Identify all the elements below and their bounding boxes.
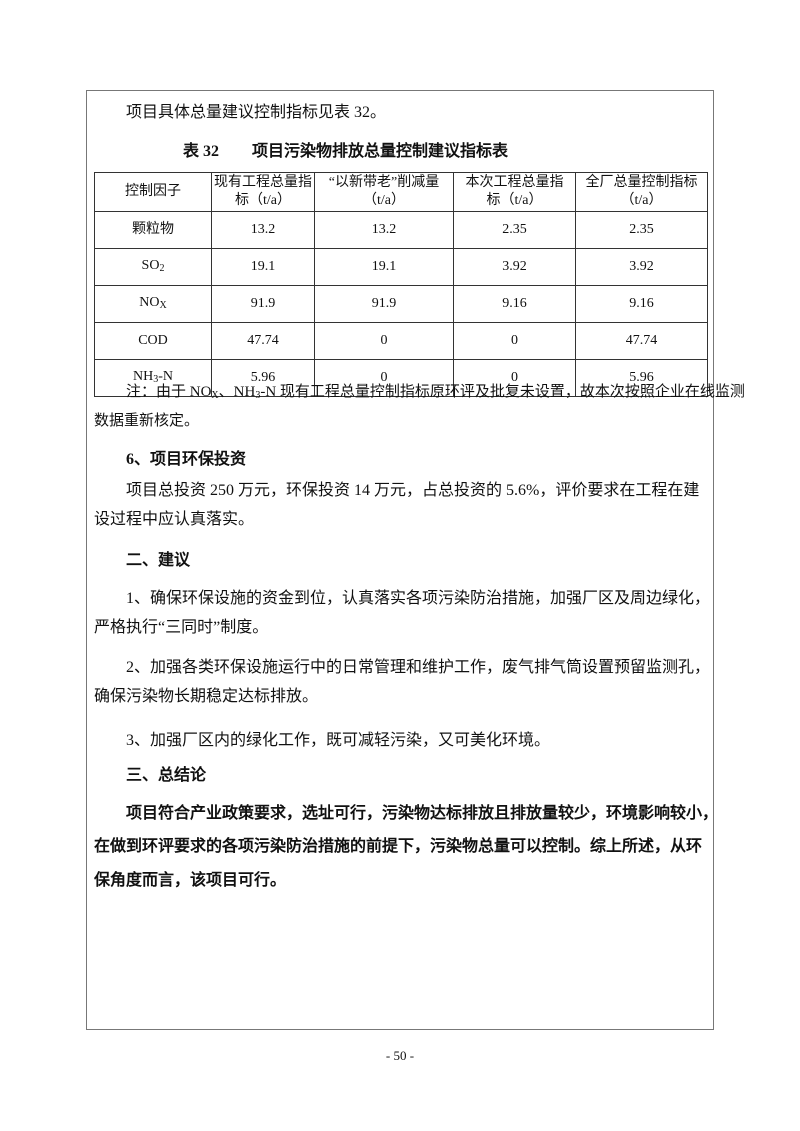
suggestion-1-cont: 严格执行“三同时”制度。: [94, 619, 269, 636]
factor-name: NH: [132, 368, 154, 384]
suggestion-2: 2、加强各类环保设施运行中的日常管理和维护工作，废气排气筒设置预留监测孔，: [126, 659, 711, 676]
factor-name: NO: [139, 294, 160, 310]
value-cell: 47.74: [211, 322, 315, 360]
note-part: 、NH: [218, 384, 256, 400]
header-line: 现有工程总量指: [214, 175, 312, 190]
note-part: -N 现有工程总量控制指标原环评及批复未设置，故本次按照企业在线监测: [260, 384, 745, 400]
table-row: 颗粒物 13.2 13.2 2.35 2.35: [94, 211, 708, 249]
header-line: “以新带老”削减量: [328, 175, 440, 190]
section-6-heading: 6、项目环保投资: [126, 451, 247, 468]
section-conclusion-heading: 三、总结论: [126, 767, 207, 784]
factor-cell: 颗粒物: [94, 211, 212, 249]
table-number: 表 32: [183, 143, 220, 160]
factor-name: SO: [141, 257, 160, 273]
page-number: - 50 -: [385, 1048, 415, 1063]
value-cell: 19.1: [211, 248, 315, 286]
value-cell: 91.9: [211, 285, 315, 323]
note-sub: X: [211, 390, 219, 401]
suggestion-1: 1、确保环保设施的资金到位，认真落实各项污染防治措施，加强厂区及周边绿化，: [126, 590, 711, 607]
value-cell: 13.2: [314, 211, 454, 249]
table-row: NH3-N 5.96 0 0 5.96: [94, 359, 708, 397]
table-header-cell: 现有工程总量指 标（t/a）: [211, 172, 315, 212]
intro-text: 项目具体总量建议控制指标见表 32。: [126, 104, 387, 121]
value-cell: 5.96: [211, 359, 315, 397]
table-title: 项目污染物排放总量控制建议指标表: [252, 143, 509, 160]
header-line: （t/a）: [363, 193, 405, 208]
suggestion-3: 3、加强厂区内的绿化工作，既可减轻污染，又可美化环境。: [126, 732, 551, 749]
note-sub: 3: [255, 390, 261, 401]
factor-cell: COD: [94, 322, 212, 360]
factor-suffix: -N: [158, 368, 173, 384]
table-note-line2: 数据重新核定。: [94, 413, 200, 429]
table-row: NOX 91.9 91.9 9.16 9.16: [94, 285, 708, 323]
value-cell: 3.92: [575, 248, 708, 286]
section-suggestions-heading: 二、建议: [126, 552, 191, 569]
table-header-cell: 控制因子: [94, 172, 212, 212]
suggestion-2-cont: 确保污染物长期稳定达标排放。: [94, 688, 319, 705]
conclusion-text: 项目符合产业政策要求，选址可行，污染物达标排放且排放量较少，环境影响较小，: [126, 805, 719, 822]
header-line: 标（t/a）: [486, 193, 543, 208]
value-cell: 0: [453, 359, 576, 397]
value-cell: 2.35: [575, 211, 708, 249]
value-cell: 2.35: [453, 211, 576, 249]
value-cell: 91.9: [314, 285, 454, 323]
header-line: 全厂总量控制指标: [585, 175, 698, 190]
header-line: （t/a）: [620, 193, 663, 208]
value-cell: 0: [314, 359, 454, 397]
factor-name: COD: [138, 333, 168, 348]
factor-subscript: 2: [159, 262, 165, 274]
factor-cell: NH3-N: [94, 359, 212, 397]
factor-cell: SO2: [94, 248, 212, 286]
value-cell: 9.16: [453, 285, 576, 323]
table-header-cell: “以新带老”削减量 （t/a）: [314, 172, 454, 212]
value-cell: 0: [453, 322, 576, 360]
value-cell: 9.16: [575, 285, 708, 323]
table-row: COD 47.74 0 0 47.74: [94, 322, 708, 360]
conclusion-text-3: 保角度而言，该项目可行。: [94, 872, 287, 889]
conclusion-text-2: 在做到环评要求的各项污染防治措施的前提下，污染物总量可以控制。综上所述，从环: [94, 838, 703, 855]
section-6-text-2: 设过程中应认真落实。: [94, 511, 255, 528]
section-6-text: 项目总投资 250 万元，环保投资 14 万元，占总投资的 5.6%，评价要求在…: [126, 482, 700, 499]
value-cell: 47.74: [575, 322, 708, 360]
page-frame: [86, 90, 714, 1030]
factor-cell: NOX: [94, 285, 212, 323]
value-cell: 19.1: [314, 248, 454, 286]
value-cell: 5.96: [575, 359, 708, 397]
factor-subscript: X: [159, 299, 167, 311]
table-header-cell: 本次工程总量指 标（t/a）: [453, 172, 576, 212]
note-part: 注：由于 NO: [126, 384, 212, 400]
value-cell: 0: [314, 322, 454, 360]
table-header-row: 控制因子 现有工程总量指 标（t/a） “以新带老”削减量 （t/a） 本次工程总量指 标（…: [94, 172, 708, 212]
value-cell: 13.2: [211, 211, 315, 249]
table-header-cell: 全厂总量控制指标 （t/a）: [575, 172, 708, 212]
pollutant-control-table: 控制因子 现有工程总量指 标（t/a） “以新带老”削减量 （t/a） 本次工程总量指 标（…: [94, 172, 708, 397]
header-line: 控制因子: [125, 184, 181, 199]
factor-name: 颗粒物: [132, 222, 174, 237]
header-line: 标（t/a）: [235, 193, 291, 208]
value-cell: 3.92: [453, 248, 576, 286]
header-line: 本次工程总量指: [465, 175, 564, 190]
factor-subscript: 3: [153, 373, 159, 385]
table-row: SO2 19.1 19.1 3.92 3.92: [94, 248, 708, 286]
table-note: 注：由于 NOX、NH3-N 现有工程总量控制指标原环评及批复未设置，故本次按照…: [126, 382, 745, 406]
